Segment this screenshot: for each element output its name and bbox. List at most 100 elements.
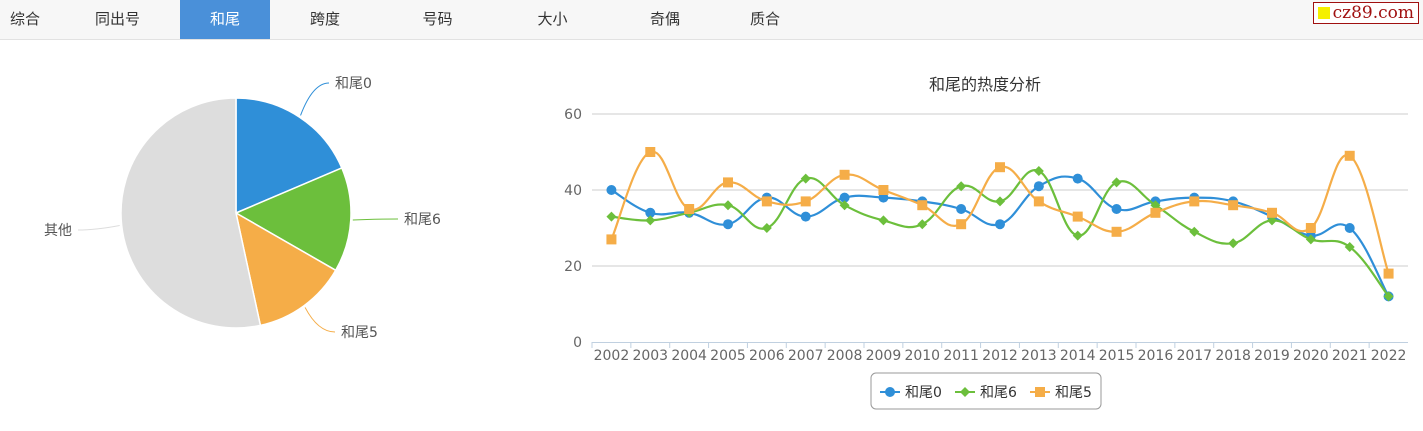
tab-0[interactable]: 综合 <box>10 10 41 28</box>
x-tick-label: 2007 <box>788 348 824 364</box>
site-logo[interactable]: cz89.com <box>1312 2 1419 24</box>
x-tick-label: 2016 <box>1138 348 1174 364</box>
data-point <box>606 185 617 195</box>
data-point <box>1072 230 1083 241</box>
data-point <box>1111 204 1122 214</box>
data-point <box>606 211 617 222</box>
pie-slice <box>234 211 337 327</box>
x-tick-label: 2014 <box>1060 348 1096 364</box>
data-point <box>878 185 889 195</box>
data-point <box>1189 196 1200 207</box>
data-point <box>956 204 967 214</box>
data-point <box>878 192 889 203</box>
x-tick-label: 2020 <box>1293 348 1329 364</box>
data-point <box>1383 291 1394 302</box>
data-point <box>839 169 850 180</box>
tab-7[interactable]: 质合 <box>749 10 780 28</box>
x-tick-label: 2008 <box>827 348 863 364</box>
x-tick-label: 2010 <box>904 348 940 364</box>
pie-label: 和尾0 <box>335 76 372 92</box>
tab-2[interactable]: 和尾 <box>180 0 270 39</box>
pie-slice <box>120 97 262 329</box>
data-point <box>1033 196 1044 207</box>
data-point <box>1305 234 1316 245</box>
x-tick-label: 2009 <box>866 348 902 364</box>
pie-label-connector <box>304 307 336 333</box>
pie-label-connector <box>77 224 120 231</box>
data-point <box>800 211 811 222</box>
data-point <box>995 196 1005 207</box>
x-tick-label: 2003 <box>632 348 668 364</box>
data-point <box>839 192 850 203</box>
data-point <box>1228 238 1239 249</box>
data-point <box>878 215 889 226</box>
data-point <box>956 181 967 192</box>
x-tick-label: 2012 <box>982 348 1018 364</box>
data-point <box>1267 215 1277 226</box>
x-tick-label: 2017 <box>1176 348 1212 364</box>
x-tick-label: 2021 <box>1332 348 1368 364</box>
data-point <box>606 234 617 245</box>
logo-text: cz89.com <box>1332 3 1414 23</box>
pie-label: 其他 <box>44 223 72 239</box>
data-point <box>1344 150 1355 161</box>
data-point <box>1267 207 1277 218</box>
data-point <box>723 200 733 211</box>
data-point <box>1072 173 1083 184</box>
data-point <box>917 200 928 211</box>
y-tick-label: 20 <box>564 259 582 275</box>
data-point <box>800 196 811 207</box>
data-point <box>917 219 928 230</box>
tab-4[interactable]: 号码 <box>422 10 453 28</box>
tab-bar: 综合 同出号 和尾 跨度 号码 大小 奇偶 质合 <box>0 0 1423 40</box>
tab-6[interactable]: 奇偶 <box>649 10 680 28</box>
pie-slice <box>235 97 343 215</box>
logo-square-icon <box>1317 7 1330 19</box>
y-tick-label: 0 <box>573 335 582 351</box>
x-tick-label: 2005 <box>710 348 746 364</box>
data-point <box>1305 223 1316 233</box>
tab-1[interactable]: 同出号 <box>94 10 140 28</box>
data-point <box>723 219 733 230</box>
x-tick-label: 2018 <box>1215 348 1251 364</box>
data-point <box>645 147 656 157</box>
y-tick-label: 40 <box>564 183 582 199</box>
data-point <box>1111 177 1122 188</box>
data-point <box>1383 268 1394 279</box>
tab-5[interactable]: 大小 <box>537 10 568 28</box>
x-tick-label: 2006 <box>749 348 785 364</box>
data-point <box>1033 166 1044 176</box>
series-line-和尾0 <box>610 175 1390 297</box>
pie-label: 和尾6 <box>404 212 441 228</box>
data-point <box>800 173 811 184</box>
x-tick-label: 2004 <box>671 348 707 364</box>
data-point <box>684 204 695 214</box>
data-point <box>956 219 967 230</box>
pie-label: 和尾5 <box>341 325 378 341</box>
data-point <box>761 196 772 207</box>
x-tick-label: 2002 <box>594 348 630 364</box>
pie-label-connector <box>300 82 330 116</box>
series-line-和尾6 <box>611 169 1390 298</box>
legend-label: 和尾5 <box>1055 385 1092 401</box>
data-point <box>1344 223 1355 233</box>
pie-slice <box>234 167 352 272</box>
data-point <box>1072 211 1083 222</box>
pie-chart: 和尾0 和尾6 和尾5 其他 <box>44 76 441 341</box>
data-point <box>645 215 656 226</box>
data-point <box>839 200 850 211</box>
y-tick-label: 60 <box>564 107 582 123</box>
data-point <box>761 223 772 233</box>
data-point <box>1344 242 1355 252</box>
tab-3[interactable]: 跨度 <box>309 10 340 28</box>
data-point <box>1033 181 1044 192</box>
pie-label-connector <box>352 218 399 221</box>
data-point <box>1228 200 1239 211</box>
legend-label: 和尾6 <box>980 385 1017 401</box>
data-point <box>723 177 733 188</box>
data-point <box>1111 226 1122 237</box>
data-point <box>995 219 1005 230</box>
data-point <box>1150 207 1161 218</box>
x-tick-label: 2011 <box>943 348 979 364</box>
